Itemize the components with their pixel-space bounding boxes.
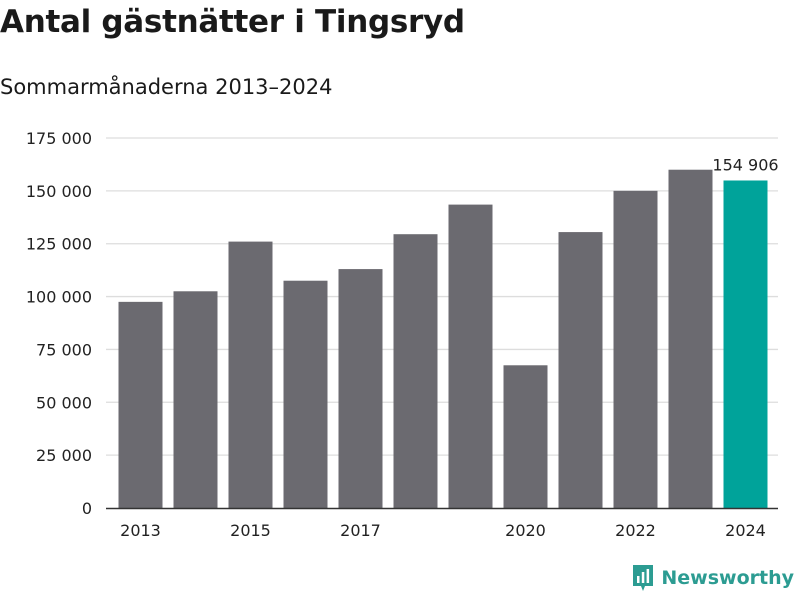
- x-tick-label: 2024: [725, 521, 766, 540]
- bars: [118, 169, 768, 509]
- y-tick-label: 0: [82, 499, 92, 518]
- bar-2019: [448, 204, 493, 508]
- bar-chart: 0 25 000 50 000 75 000 100 000 125 000 150 000…: [26, 129, 779, 540]
- x-axis-ticks: 2013 2015 2017 2020 2022 2024: [120, 521, 766, 540]
- grid-lines: [106, 137, 778, 456]
- bar-2024: [723, 180, 768, 509]
- y-tick-label: 100 000: [26, 288, 92, 307]
- x-tick-label: 2017: [340, 521, 381, 540]
- y-axis-ticks: 0 25 000 50 000 75 000 100 000 125 000 150 000…: [26, 129, 92, 518]
- bar-2016: [283, 280, 328, 508]
- bar-2014: [173, 291, 218, 508]
- brand-name: Newsworthy: [661, 567, 794, 589]
- bar-2020: [503, 365, 548, 508]
- y-tick-label: 25 000: [36, 446, 92, 465]
- bar-2018: [393, 234, 438, 508]
- annotations: 154 906: [712, 155, 778, 174]
- y-tick-label: 125 000: [26, 235, 92, 254]
- data-label: 154 906: [712, 155, 778, 174]
- bar-2022: [613, 190, 658, 508]
- x-tick-label: 2013: [120, 521, 161, 540]
- newsworthy-icon: [633, 565, 654, 591]
- chart-title: Antal gästnätter i Tingsryd: [0, 4, 465, 40]
- x-tick-label: 2022: [615, 521, 656, 540]
- x-tick-label: 2020: [505, 521, 546, 540]
- x-tick-label: 2015: [230, 521, 271, 540]
- y-tick-label: 175 000: [26, 129, 92, 148]
- bar-2013: [118, 301, 163, 508]
- bar-2023: [668, 169, 713, 508]
- newsworthy-logo: Newsworthy: [631, 564, 794, 592]
- chart-subtitle: Sommarmånaderna 2013–2024: [0, 75, 333, 99]
- bar-2017: [338, 269, 383, 508]
- y-tick-label: 75 000: [36, 340, 92, 359]
- y-tick-label: 50 000: [36, 393, 92, 412]
- bar-2015: [228, 241, 273, 508]
- bar-2021: [558, 232, 603, 509]
- y-tick-label: 150 000: [26, 182, 92, 201]
